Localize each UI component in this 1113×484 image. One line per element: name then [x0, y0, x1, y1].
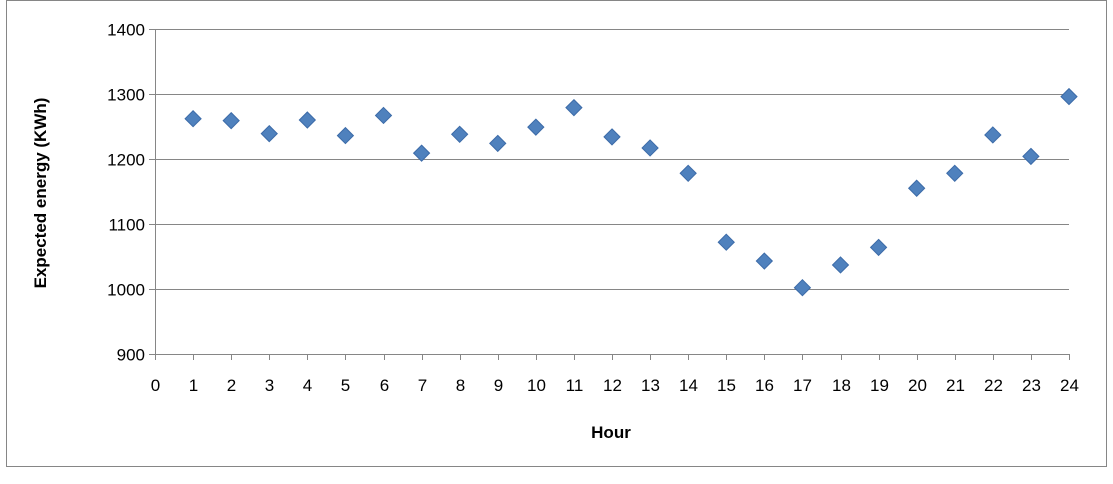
data-point — [374, 106, 393, 125]
x-tick-label: 22 — [984, 376, 1003, 395]
data-point — [184, 109, 202, 128]
x-tick-label: 20 — [908, 376, 927, 395]
data-point — [946, 164, 964, 183]
data-point — [527, 118, 545, 136]
data-point — [717, 233, 735, 251]
x-tick-label: 2 — [227, 376, 236, 395]
x-tick-label: 19 — [870, 376, 889, 395]
y-tick-label: 1300 — [107, 86, 145, 105]
data-point — [641, 139, 659, 157]
x-tick-label: 15 — [717, 376, 736, 395]
data-point — [298, 111, 317, 129]
x-tick-label: 12 — [603, 376, 622, 395]
x-tick-label: 16 — [755, 376, 774, 395]
x-axis-tick-labels: 0 1 2 3 4 5 6 7 8 9 10 11 12 13 14 15 16 17 18 19 20 21 22 23 24 — [151, 376, 1079, 395]
x-axis-title: Hour — [591, 423, 631, 442]
x-tick-label: 18 — [832, 376, 851, 395]
data-point — [907, 179, 926, 197]
y-tick-label: 900 — [117, 346, 145, 365]
gridlines — [155, 29, 1069, 290]
x-tick-label: 24 — [1060, 376, 1079, 395]
data-point — [793, 278, 812, 297]
data-points — [184, 87, 1078, 297]
data-point — [336, 126, 355, 145]
x-tick-label: 10 — [527, 376, 546, 395]
y-tick-label: 1400 — [107, 21, 145, 40]
data-point — [489, 134, 507, 153]
x-tick-label: 6 — [380, 376, 389, 395]
data-point — [869, 238, 888, 257]
data-point — [679, 164, 697, 183]
x-tick-label: 17 — [793, 376, 812, 395]
x-tick-label: 5 — [341, 376, 350, 395]
x-tick-label: 0 — [151, 376, 160, 395]
data-point — [222, 111, 240, 130]
x-tick-label: 4 — [303, 376, 312, 395]
data-point — [450, 125, 469, 144]
y-tick-label: 1000 — [107, 281, 145, 300]
data-point — [565, 98, 583, 117]
data-point — [412, 144, 431, 162]
data-point — [260, 124, 278, 143]
x-tick-label: 14 — [679, 376, 698, 395]
x-tick-label: 9 — [494, 376, 503, 395]
data-point — [831, 256, 850, 274]
y-tick-label: 1200 — [107, 151, 145, 170]
x-tick-label: 11 — [566, 376, 584, 395]
chart-frame — [6, 0, 1107, 467]
data-point — [603, 128, 621, 146]
x-tick-label: 1 — [189, 376, 198, 395]
x-tick-label: 8 — [456, 376, 465, 395]
data-point — [1022, 147, 1040, 166]
axes — [149, 29, 1070, 360]
x-tick-label: 21 — [946, 376, 965, 395]
y-axis-tick-labels: 900 1000 1100 1200 1300 1400 — [107, 21, 145, 365]
x-tick-label: 13 — [641, 376, 660, 395]
x-tick-label: 3 — [265, 376, 274, 395]
y-tick-label: 1100 — [108, 216, 145, 235]
data-point — [1060, 87, 1078, 106]
data-point — [755, 252, 774, 270]
y-axis-title: Expected energy (KWh) — [31, 98, 50, 289]
x-tick-label: 23 — [1022, 376, 1041, 395]
x-tick-label: 7 — [418, 376, 427, 395]
data-point — [984, 126, 1002, 144]
